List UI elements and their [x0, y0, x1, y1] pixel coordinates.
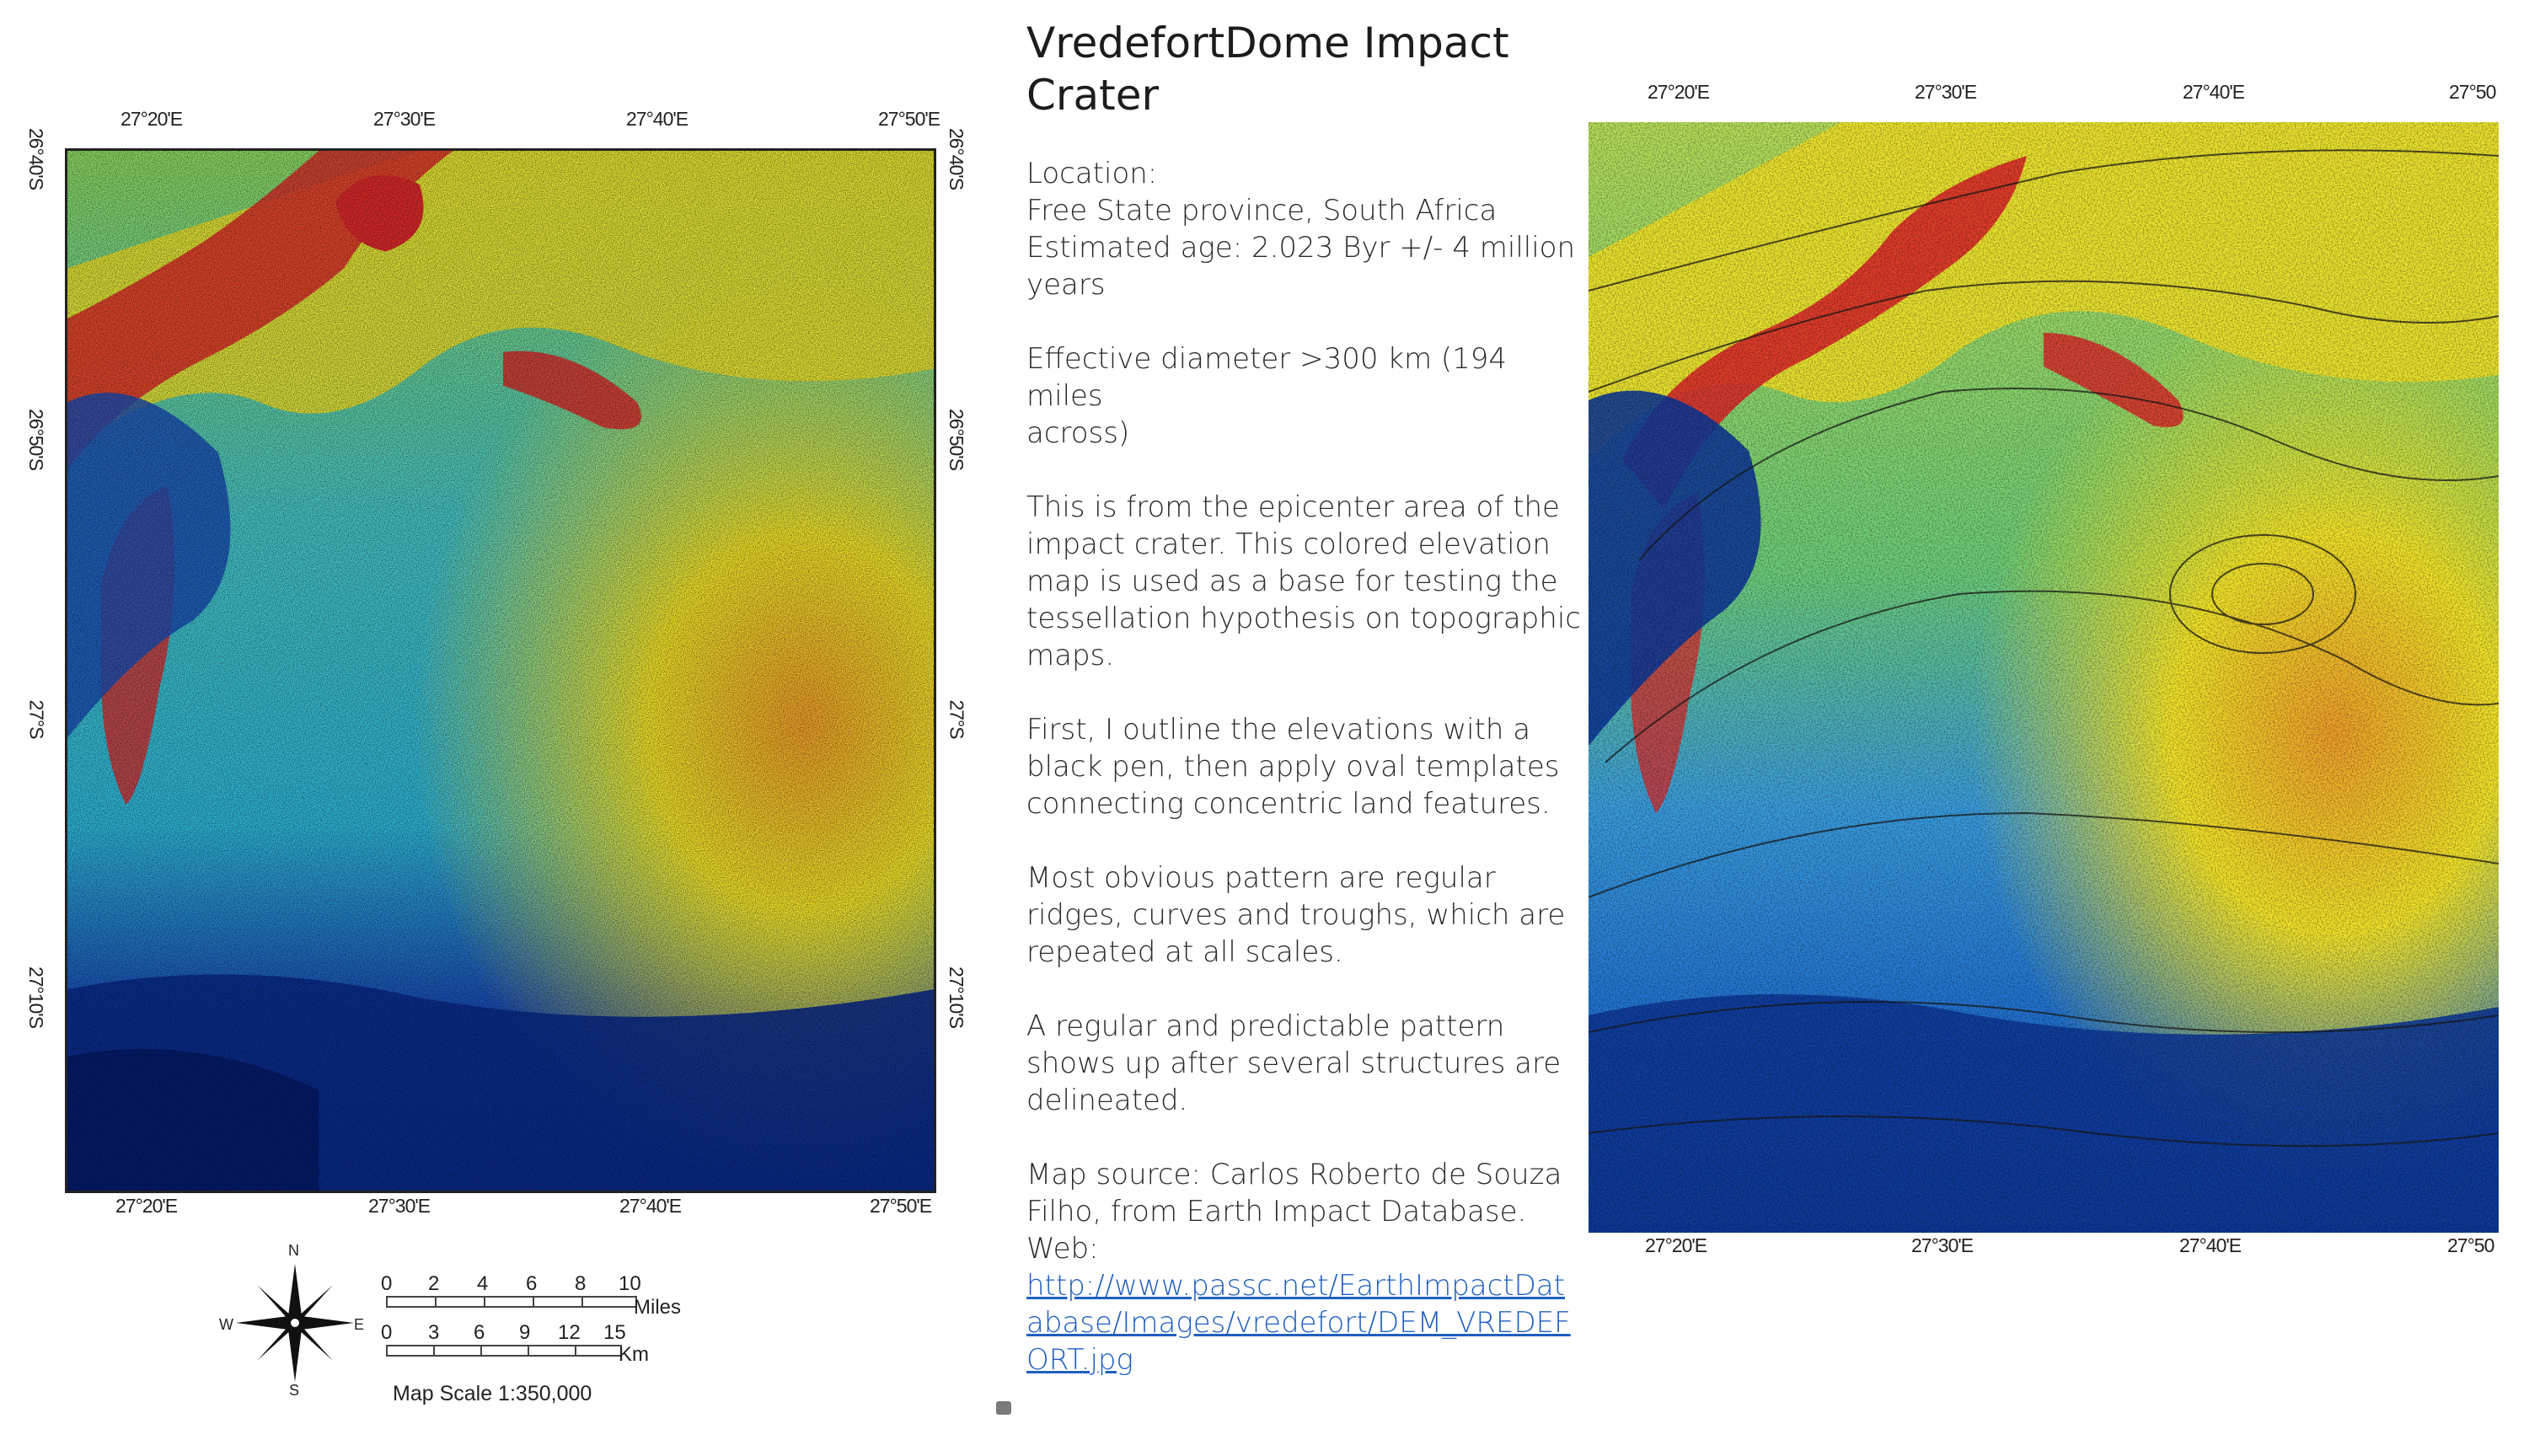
coord-label: 27°S: [946, 699, 968, 739]
compass-west-label: W: [219, 1316, 233, 1333]
location-paragraph: Location: Free State province, South Afr…: [1026, 155, 1583, 303]
compass-south-label: S: [289, 1382, 300, 1399]
text-line: shows up after several structures are: [1026, 1046, 1562, 1080]
map-scale-label: Map Scale 1:350,000: [393, 1382, 592, 1405]
coord-label: 27°50'E: [870, 1195, 932, 1217]
method-paragraph: First, I outline the elevations with a b…: [1026, 711, 1583, 822]
text-line: tessellation hypothesis on topographic: [1026, 602, 1581, 635]
coord-label: 27°10'S: [946, 966, 968, 1029]
link-line[interactable]: abase/Images/vredefort/DEM_VREDEF: [1026, 1306, 1571, 1340]
pattern-paragraph: Most obvious pattern are regular ridges,…: [1026, 859, 1583, 971]
link-line[interactable]: ORT.jpg: [1026, 1343, 1133, 1377]
coord-label: 27°40'E: [2179, 1234, 2242, 1256]
km-scale-bar: [386, 1345, 622, 1357]
source-link[interactable]: http://www.passc.net/EarthImpactDat abas…: [1026, 1267, 1583, 1378]
elevation-map-left: [65, 148, 936, 1193]
coord-label: 27°20'E: [121, 108, 183, 130]
text-line: Effective diameter >300 km (194 miles: [1026, 342, 1508, 413]
scale-tick: 10: [619, 1272, 641, 1295]
coord-label: 27°40'E: [626, 108, 689, 130]
coord-label: 27°30'E: [1911, 1234, 1974, 1256]
scale-tick: 4: [477, 1272, 489, 1295]
text-line: maps.: [1026, 639, 1115, 672]
text-line: repeated at all scales.: [1026, 935, 1343, 969]
title-line: Crater: [1026, 71, 1160, 120]
text-line: Most obvious pattern are regular: [1026, 861, 1496, 895]
coord-label: 27°S: [25, 699, 48, 739]
km-unit-label: Km: [619, 1343, 649, 1366]
text-line: Map source: Carlos Roberto de Souza: [1026, 1158, 1562, 1191]
coord-label: 27°20'E: [1645, 1234, 1707, 1256]
text-line: Web:: [1026, 1232, 1099, 1266]
scale-tick: 9: [519, 1321, 531, 1344]
text-line: First, I outline the elevations with a: [1026, 713, 1531, 747]
coord-label: 27°10'S: [25, 966, 48, 1029]
source-paragraph: Map source: Carlos Roberto de Souza Filh…: [1026, 1156, 1583, 1378]
text-line: connecting concentric land features.: [1026, 787, 1551, 821]
epicenter-paragraph: This is from the epicenter area of the i…: [1026, 489, 1583, 674]
scale-tick: 6: [474, 1321, 485, 1344]
text-line: delineated.: [1026, 1084, 1188, 1117]
text-line: black pen, then apply oval templates: [1026, 750, 1560, 784]
scale-tick: 6: [526, 1272, 538, 1295]
title-line: VredefortDome Impact: [1026, 19, 1509, 67]
coord-label: 27°30'E: [368, 1195, 431, 1217]
miles-scale-bar: [386, 1296, 637, 1308]
text-line: impact crater. This colored elevation: [1026, 527, 1551, 561]
coord-label: 27°40'E: [619, 1195, 682, 1217]
scale-tick: 0: [381, 1321, 393, 1344]
page-title: VredefortDome Impact Crater: [1026, 17, 1583, 121]
coord-label: 26°40'S: [946, 127, 968, 190]
coord-label: 27°20'E: [1648, 81, 1710, 103]
location-value: Free State province, South Africa: [1026, 194, 1498, 228]
age-line: Estimated age: 2.023 Byr +/- 4 million: [1026, 231, 1576, 265]
diameter-paragraph: Effective diameter >300 km (194 miles ac…: [1026, 340, 1583, 452]
text-line: A regular and predictable pattern: [1026, 1009, 1505, 1043]
scale-tick: 2: [428, 1272, 440, 1295]
text-line: This is from the epicenter area of the: [1026, 490, 1560, 524]
text-line: map is used as a base for testing the: [1026, 565, 1558, 598]
text-line: Filho, from Earth Impact Database.: [1026, 1195, 1527, 1228]
coord-label: 27°50: [2447, 1234, 2494, 1256]
compass-rose-icon: [228, 1255, 362, 1390]
compass-north-label: N: [288, 1242, 299, 1259]
coord-label: 27°30'E: [1915, 81, 1977, 103]
link-line[interactable]: http://www.passc.net/EarthImpactDat: [1026, 1269, 1565, 1303]
scale-tick: 12: [558, 1321, 581, 1344]
coord-label: 27°40'E: [2183, 81, 2245, 103]
description-column: VredefortDome Impact Crater Location: Fr…: [1026, 17, 1583, 1416]
coord-label: 27°30'E: [373, 108, 436, 130]
age-line: years: [1026, 268, 1106, 302]
coord-label: 26°50'S: [25, 408, 48, 471]
attachment-icon: [996, 1401, 1011, 1415]
coord-label: 27°50: [2449, 81, 2496, 103]
coord-label: 26°50'S: [946, 408, 968, 471]
compass-east-label: E: [354, 1316, 365, 1333]
scale-tick: 0: [381, 1272, 393, 1295]
prediction-paragraph: A regular and predictable pattern shows …: [1026, 1008, 1583, 1119]
text-line: ridges, curves and troughs, which are: [1026, 898, 1566, 932]
contour-map-image: [1589, 122, 2499, 1233]
scale-tick: 15: [603, 1321, 626, 1344]
elevation-map-image: [67, 151, 934, 1191]
scale-tick: 3: [428, 1321, 440, 1344]
coord-label: 27°50'E: [878, 108, 940, 130]
location-label: Location:: [1026, 157, 1158, 190]
elevation-map-right: [1589, 122, 2499, 1233]
coord-label: 26°40'S: [25, 127, 48, 190]
scale-tick: 8: [575, 1272, 587, 1295]
miles-unit-label: Miles: [634, 1296, 682, 1319]
text-line: across): [1026, 416, 1130, 450]
coord-label: 27°20'E: [115, 1195, 178, 1217]
